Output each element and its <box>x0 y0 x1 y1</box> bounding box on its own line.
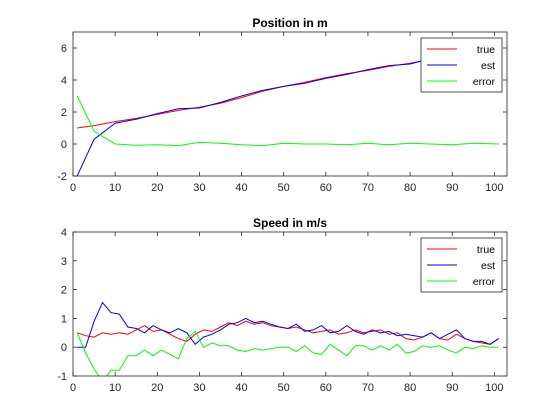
series-line-est <box>77 301 499 348</box>
x-tick-label: 10 <box>109 382 121 394</box>
legend-label-est: est <box>481 60 495 72</box>
y-tick-label: 6 <box>61 43 67 55</box>
x-tick-label: 40 <box>235 182 247 194</box>
y-tick-label: 0 <box>61 342 67 354</box>
x-tick-label: 20 <box>151 182 163 194</box>
x-tick-label: 20 <box>151 382 163 394</box>
x-tick-label: 0 <box>70 182 76 194</box>
y-tick-label: 2 <box>61 107 67 119</box>
x-tick-label: 50 <box>278 382 290 394</box>
legend-label-est: est <box>481 260 495 272</box>
y-tick-label: 3 <box>61 256 67 268</box>
y-tick-label: 2 <box>61 285 67 297</box>
y-tick-label: 1 <box>61 313 67 325</box>
x-tick-label: 80 <box>404 382 416 394</box>
x-tick-label: 50 <box>278 182 290 194</box>
y-tick-label: 0 <box>61 139 67 151</box>
legend-label-error: error <box>473 76 496 88</box>
legend-label-true: true <box>477 244 495 256</box>
series-line-error <box>76 330 499 376</box>
x-tick-label: 100 <box>485 182 503 194</box>
x-tick-label: 30 <box>193 382 205 394</box>
y-tick-label: -1 <box>57 371 67 383</box>
y-tick-label: 4 <box>61 75 67 87</box>
y-tick-label: -2 <box>57 171 67 183</box>
x-tick-label: 80 <box>404 182 416 194</box>
x-tick-label: 90 <box>446 382 458 394</box>
legend: true est error <box>420 37 503 93</box>
series-line-error <box>76 95 499 147</box>
x-tick-label: 60 <box>320 382 332 394</box>
x-tick-label: 70 <box>362 182 374 194</box>
axes-box <box>72 231 508 377</box>
legend-label-true: true <box>477 44 495 56</box>
x-tick-label: 0 <box>70 382 76 394</box>
chart-title: Speed in m/s <box>253 216 327 230</box>
axes-box <box>72 31 508 177</box>
legend: true est error <box>420 237 503 293</box>
x-tick-label: 60 <box>320 182 332 194</box>
x-tick-label: 90 <box>446 182 458 194</box>
x-tick-label: 100 <box>485 382 503 394</box>
legend-label-error: error <box>473 276 496 288</box>
x-tick-label: 30 <box>193 182 205 194</box>
x-tick-label: 70 <box>362 382 374 394</box>
x-tick-label: 10 <box>109 182 121 194</box>
x-tick-label: 40 <box>235 382 247 394</box>
chart-title: Position in m <box>252 16 327 30</box>
y-tick-label: 4 <box>61 227 67 239</box>
